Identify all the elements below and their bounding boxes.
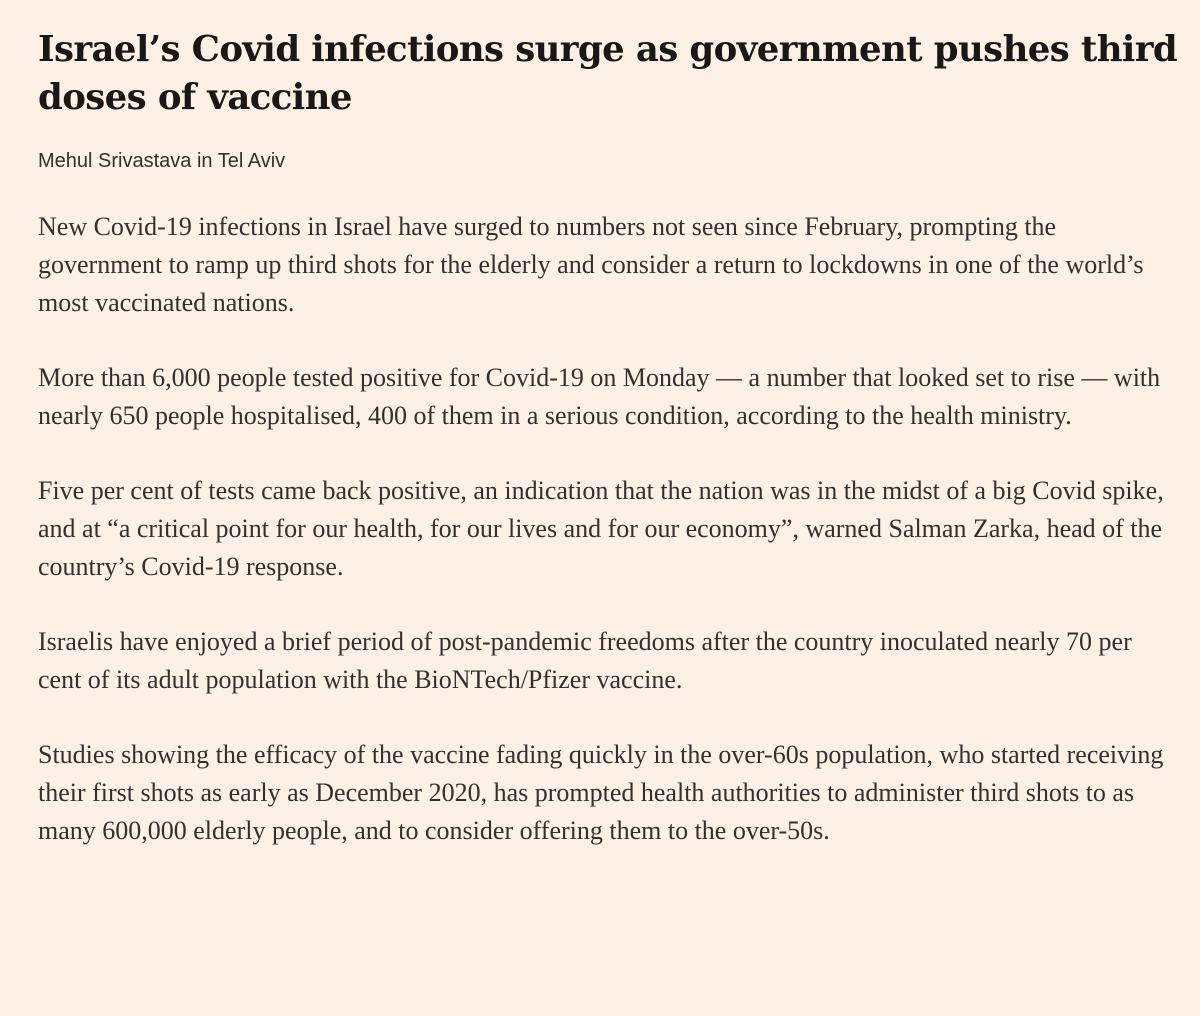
article-byline: Mehul Srivastava in Tel Aviv [38,150,286,172]
article: Israel’s Covid infections surge as gover… [38,26,1178,887]
article-paragraph: New Covid-19 infections in Israel have s… [38,212,1144,317]
article-paragraph: Five per cent of tests came back positiv… [38,476,1164,581]
article-paragraph: More than 6,000 people tested positive f… [38,363,1161,430]
article-headline: Israel’s Covid infections surge as gover… [38,29,1178,118]
article-paragraph: Israelis have enjoyed a brief period of … [38,627,1132,694]
article-body: New Covid-19 infections in Israel have s… [38,208,1178,850]
article-paragraph: Studies showing the efficacy of the vacc… [38,740,1164,845]
